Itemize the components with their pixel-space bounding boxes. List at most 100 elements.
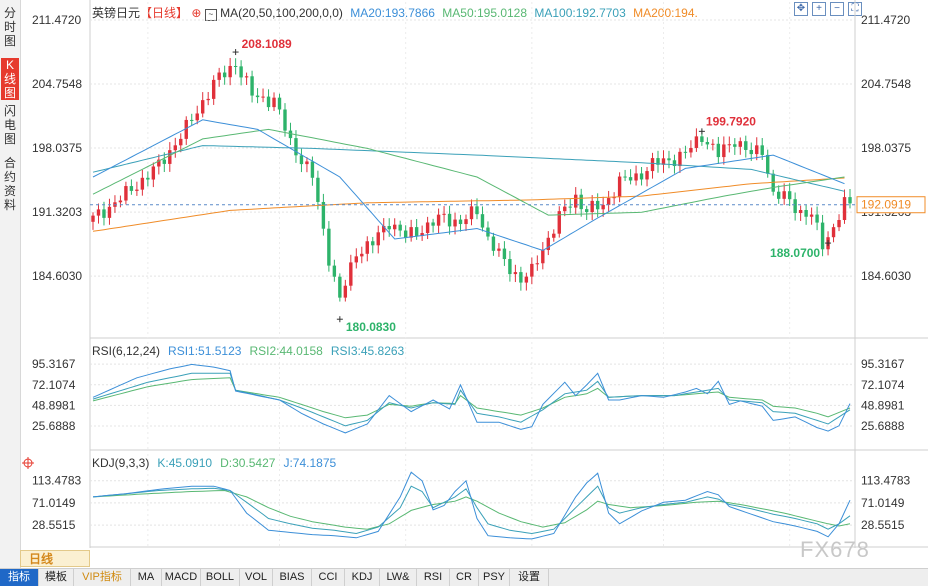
candle bbox=[848, 189, 852, 209]
candle-body bbox=[233, 65, 238, 67]
candle-body bbox=[793, 199, 797, 214]
candle bbox=[787, 183, 792, 207]
candle bbox=[113, 195, 117, 213]
candle-body bbox=[464, 219, 468, 225]
candle bbox=[809, 207, 814, 225]
candle bbox=[283, 103, 287, 137]
candle bbox=[519, 266, 523, 291]
candle-body bbox=[310, 161, 315, 178]
candle bbox=[755, 137, 759, 161]
chart-canvas[interactable]: 211.4720 211.4720 204.7548 204.7548 198.0375… bbox=[20, 0, 928, 550]
toolbar-tab-8[interactable]: CCI bbox=[312, 569, 345, 586]
kdj-header: KDJ(9,3,3) K:45.0910 D:30.5427 J:74.1875 bbox=[92, 456, 337, 470]
toolbar-tab-11[interactable]: RSI bbox=[417, 569, 450, 586]
rsi-ytick-right: 25.6888 bbox=[861, 419, 905, 433]
sidebar-tab-flash[interactable]: 闪电图 bbox=[3, 104, 16, 146]
settings-icon[interactable]: ⊕ bbox=[191, 6, 202, 20]
ma20-value: MA20:193.7866 bbox=[350, 6, 435, 20]
toolbar-tab-5[interactable]: BOLL bbox=[201, 569, 240, 586]
candle-body bbox=[409, 227, 413, 238]
candle-body bbox=[491, 236, 496, 251]
candle-body bbox=[387, 226, 391, 230]
candle bbox=[694, 128, 699, 152]
toolbar-tab-13[interactable]: PSY bbox=[479, 569, 510, 586]
main-ytick-right: 211.4720 bbox=[861, 13, 910, 27]
candle-body bbox=[645, 171, 649, 180]
toolbar-tab-0[interactable]: 指标 bbox=[0, 569, 39, 586]
candle-body bbox=[623, 176, 627, 178]
candle bbox=[837, 214, 841, 232]
period-button[interactable]: 日线 bbox=[20, 550, 90, 567]
sidebar-tab-kline[interactable]: K线图 bbox=[1, 58, 19, 100]
sidebar-tab-timeshare[interactable]: 分时图 bbox=[3, 6, 16, 48]
candle-body bbox=[672, 160, 677, 167]
toolbar-tab-6[interactable]: VOL bbox=[240, 569, 273, 586]
candle-body bbox=[299, 155, 304, 165]
kdj-target-icon bbox=[22, 457, 34, 469]
candle bbox=[491, 232, 496, 256]
candle bbox=[371, 236, 375, 254]
toolbar-tab-12[interactable]: CR bbox=[450, 569, 479, 586]
candle-body bbox=[414, 227, 419, 236]
candle-body bbox=[656, 158, 660, 165]
candle bbox=[623, 169, 627, 182]
candle bbox=[568, 198, 572, 214]
symbol-name: 英镑日元 bbox=[92, 6, 141, 20]
toolbar-tab-4[interactable]: MACD bbox=[162, 569, 201, 586]
candle bbox=[217, 67, 221, 87]
kdj-header-item: KDJ(9,3,3) bbox=[92, 456, 149, 470]
candle bbox=[530, 257, 534, 285]
candle-body bbox=[206, 98, 210, 101]
toolbar-tab-9[interactable]: KDJ bbox=[345, 569, 380, 586]
toolbar-tab-1[interactable]: 模板 bbox=[39, 569, 74, 586]
candle-body bbox=[749, 149, 753, 155]
candle bbox=[299, 148, 304, 173]
ma-params[interactable]: MA(20,50,100,200,0,0) bbox=[220, 6, 343, 20]
candle-body bbox=[733, 144, 737, 147]
candle-body bbox=[755, 145, 759, 155]
candle bbox=[431, 218, 435, 233]
candle bbox=[469, 199, 474, 226]
candle bbox=[118, 195, 123, 208]
candle bbox=[656, 150, 660, 173]
ma50-line bbox=[92, 128, 845, 216]
candle-body bbox=[837, 220, 841, 228]
candle-body bbox=[118, 200, 123, 203]
candle-body bbox=[442, 213, 446, 215]
rsi1-line bbox=[92, 363, 851, 434]
candle-body bbox=[211, 79, 216, 99]
candle bbox=[705, 137, 710, 150]
candle-body bbox=[447, 213, 452, 227]
toolbar-tab-7[interactable]: BIAS bbox=[273, 569, 312, 586]
candle-body bbox=[842, 197, 847, 221]
toolbar-tab-10[interactable]: LW& bbox=[380, 569, 417, 586]
candle-body bbox=[787, 191, 792, 200]
candle-body bbox=[453, 219, 457, 227]
sidebar-tab-contract[interactable]: 合约资料 bbox=[3, 156, 16, 212]
candle bbox=[793, 192, 797, 221]
candle-body bbox=[250, 76, 254, 96]
candle bbox=[294, 130, 298, 163]
candle bbox=[683, 145, 688, 159]
candle-body bbox=[584, 209, 589, 213]
candle-body bbox=[700, 136, 704, 142]
zoom-out-icon[interactable]: − bbox=[830, 2, 844, 16]
candle bbox=[535, 255, 540, 271]
main-ytick-left: 198.0375 bbox=[32, 141, 82, 155]
rsi3-line bbox=[92, 377, 851, 419]
toolbar-tab-3[interactable]: MA bbox=[131, 569, 162, 586]
toolbar-tab-2[interactable]: VIP指标 bbox=[74, 569, 131, 586]
candle bbox=[382, 218, 386, 241]
main-ytick-left: 184.6030 bbox=[32, 269, 82, 283]
candle bbox=[135, 181, 139, 196]
kdj-ytick-right: 113.4783 bbox=[861, 474, 910, 488]
candle-body bbox=[146, 177, 150, 180]
candle-body bbox=[612, 197, 616, 199]
period-tag[interactable]: 【日线】 bbox=[140, 6, 189, 20]
candle-body bbox=[349, 262, 353, 286]
zoom-in-icon[interactable]: + bbox=[812, 2, 826, 16]
crosshair-icon[interactable]: ✥ bbox=[794, 2, 808, 16]
candle-body bbox=[639, 173, 644, 180]
rsi-header-item: RSI2:44.0158 bbox=[249, 344, 323, 358]
toolbar-tab-14[interactable]: 设置 bbox=[510, 569, 549, 586]
